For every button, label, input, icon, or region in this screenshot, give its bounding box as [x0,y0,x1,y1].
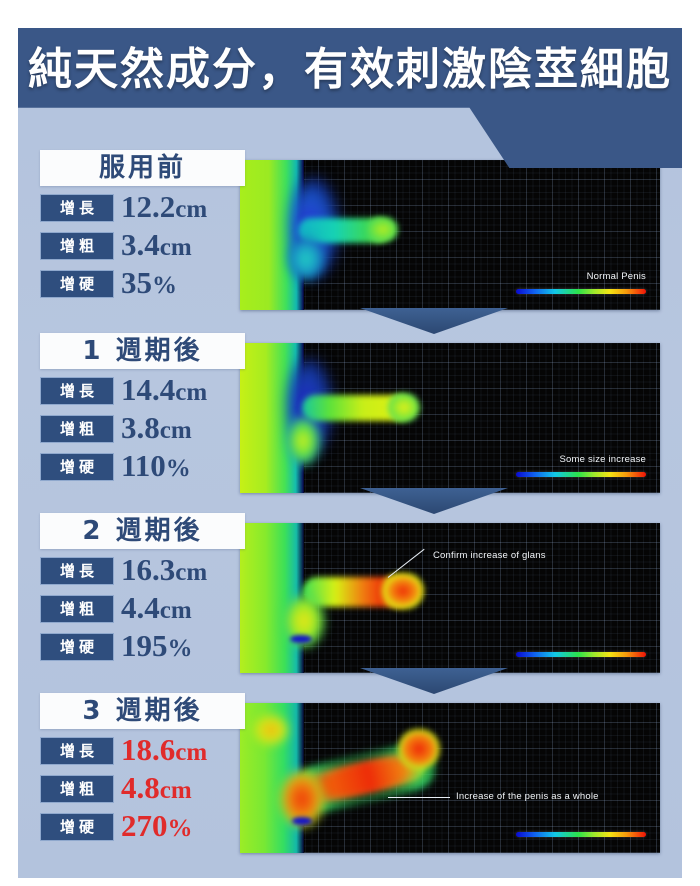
value-hardness-2: 110% [121,447,191,483]
label-length: 增長 [40,377,114,405]
thermal-cool-4 [292,817,312,825]
label-length: 增長 [40,194,114,222]
stage-title-2: 1 週期後 [40,333,245,369]
thermal-glans-2 [388,393,420,422]
value-length-1: 12.2cm [121,188,208,224]
value-girth-4: 4.8cm [121,769,192,805]
value-hardness-1: 35% [121,264,177,300]
stat-girth-2: 增粗 3.8cm [40,409,245,445]
thermal-cool-3 [290,635,312,643]
label-hardness: 增硬 [40,813,114,841]
thermal-caption-1: Normal Penis [586,271,646,282]
stage-row-2: 1 週期後 增長 14.4cm 增粗 3.8cm 增硬 110% Some si… [18,333,682,498]
stat-length-1: 增長 12.2cm [40,188,245,224]
thermal-scalebar-1 [516,289,646,294]
label-girth: 增粗 [40,232,114,260]
thermal-base-2 [286,417,320,465]
stage-row-4: 3 週期後 增長 18.6cm 增粗 4.8cm 增硬 270% [18,693,682,858]
label-hardness: 增硬 [40,453,114,481]
stat-length-2: 增長 14.4cm [40,371,245,407]
thermal-caption-2: Some size increase [559,454,646,465]
thermal-caption-3: Confirm increase of glans [433,550,546,561]
stat-girth-4: 增粗 4.8cm [40,769,245,805]
thermal-image-3: Confirm increase of glans [240,523,660,673]
label-girth: 增粗 [40,595,114,623]
stage-title-1: 服用前 [40,150,245,186]
stats-block-2: 1 週期後 增長 14.4cm 增粗 3.8cm 增硬 110% [40,333,245,483]
page-title: 純天然成分，有效刺激陰莖細胞 [28,44,672,95]
value-hardness-3: 195% [121,627,193,663]
thermal-image-2: Some size increase [240,343,660,493]
value-hardness-4: 270% [121,807,193,843]
stat-hardness-3: 增硬 195% [40,627,245,663]
label-length: 增長 [40,557,114,585]
stats-block-3: 2 週期後 增長 16.3cm 增粗 4.4cm 增硬 195% [40,513,245,663]
thermal-leader-line-4 [388,797,450,798]
thermal-glans-1 [368,217,398,242]
stats-block-4: 3 週期後 增長 18.6cm 增粗 4.8cm 增硬 270% [40,693,245,843]
label-length: 增長 [40,737,114,765]
thermal-image-1: Normal Penis [240,160,660,310]
stage-title-3: 2 週期後 [40,513,245,549]
thermal-glans-4 [398,729,440,769]
value-girth-3: 4.4cm [121,589,192,625]
stat-hardness-2: 增硬 110% [40,447,245,483]
stat-hardness-1: 增硬 35% [40,264,245,300]
thermal-wall-hot-4 [254,715,288,745]
thermal-base-1 [288,238,324,280]
stat-girth-3: 增粗 4.4cm [40,589,245,625]
thermal-scalebar-3 [516,652,646,657]
label-hardness: 增硬 [40,633,114,661]
value-length-3: 16.3cm [121,551,208,587]
label-girth: 增粗 [40,415,114,443]
value-length-2: 14.4cm [121,371,208,407]
thermal-image-4: Increase of the penis as a whole [240,703,660,853]
stat-length-4: 增長 18.6cm [40,731,245,767]
value-girth-1: 3.4cm [121,226,192,262]
stage-row-1: 服用前 增長 12.2cm 增粗 3.4cm 增硬 35% Normal Pen… [18,150,682,315]
thermal-glans-3 [382,573,424,609]
label-girth: 增粗 [40,775,114,803]
thermal-scalebar-4 [516,832,646,837]
label-hardness: 增硬 [40,270,114,298]
thermal-caption-4: Increase of the penis as a whole [456,791,599,802]
thermal-scalebar-2 [516,472,646,477]
value-length-4: 18.6cm [121,731,208,767]
value-girth-2: 3.8cm [121,409,192,445]
stat-girth-1: 增粗 3.4cm [40,226,245,262]
stat-hardness-4: 增硬 270% [40,807,245,843]
stat-length-3: 增長 16.3cm [40,551,245,587]
stage-row-3: 2 週期後 增長 16.3cm 增粗 4.4cm 增硬 195% Confirm… [18,513,682,678]
stage-title-4: 3 週期後 [40,693,245,729]
stats-block-1: 服用前 增長 12.2cm 增粗 3.4cm 增硬 35% [40,150,245,300]
